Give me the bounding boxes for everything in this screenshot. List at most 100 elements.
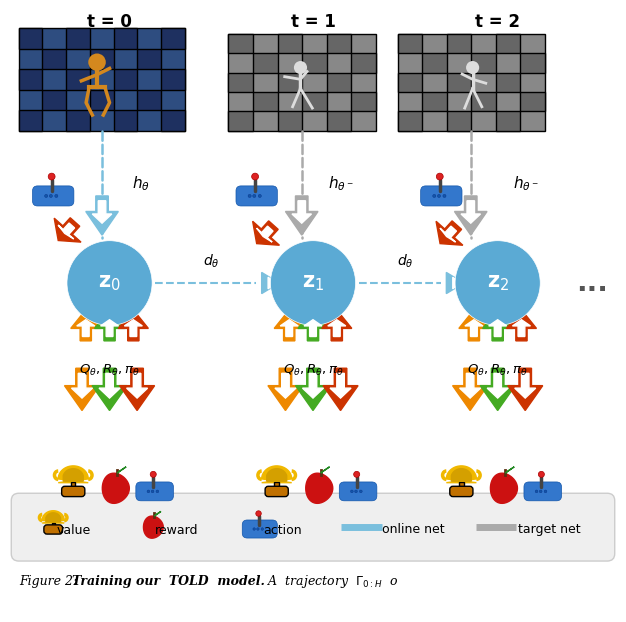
Circle shape xyxy=(438,194,441,197)
FancyBboxPatch shape xyxy=(71,482,76,489)
Circle shape xyxy=(48,173,55,180)
Polygon shape xyxy=(323,368,358,411)
FancyBboxPatch shape xyxy=(228,34,376,131)
Text: $h_{\theta^-}$: $h_{\theta^-}$ xyxy=(513,174,539,193)
Polygon shape xyxy=(262,466,292,483)
Text: $\mathbf{z}_1$: $\mathbf{z}_1$ xyxy=(302,273,324,293)
Text: t = 1: t = 1 xyxy=(290,13,336,30)
Circle shape xyxy=(253,194,256,197)
Circle shape xyxy=(252,173,259,180)
FancyBboxPatch shape xyxy=(90,90,113,110)
FancyBboxPatch shape xyxy=(228,73,253,92)
Text: $Q_\theta, R_\theta, \pi_\theta$: $Q_\theta, R_\theta, \pi_\theta$ xyxy=(282,363,344,378)
FancyBboxPatch shape xyxy=(524,482,562,501)
FancyBboxPatch shape xyxy=(446,73,471,92)
FancyBboxPatch shape xyxy=(161,110,185,131)
Circle shape xyxy=(455,241,540,325)
FancyBboxPatch shape xyxy=(398,34,422,53)
FancyBboxPatch shape xyxy=(339,482,377,501)
Polygon shape xyxy=(86,196,118,235)
FancyBboxPatch shape xyxy=(113,110,137,131)
Polygon shape xyxy=(330,373,351,398)
Polygon shape xyxy=(446,272,464,294)
Polygon shape xyxy=(446,466,476,483)
FancyBboxPatch shape xyxy=(302,53,327,73)
FancyBboxPatch shape xyxy=(351,53,376,73)
Circle shape xyxy=(354,490,357,493)
Polygon shape xyxy=(58,466,88,483)
Circle shape xyxy=(156,490,159,493)
FancyBboxPatch shape xyxy=(520,53,545,73)
FancyBboxPatch shape xyxy=(496,73,520,92)
Text: t = 2: t = 2 xyxy=(475,13,520,30)
FancyBboxPatch shape xyxy=(161,69,185,90)
FancyBboxPatch shape xyxy=(61,486,85,496)
FancyBboxPatch shape xyxy=(19,28,185,131)
Polygon shape xyxy=(295,368,331,411)
Polygon shape xyxy=(143,516,163,538)
FancyBboxPatch shape xyxy=(19,110,43,131)
Polygon shape xyxy=(71,310,101,341)
Polygon shape xyxy=(120,368,155,411)
FancyBboxPatch shape xyxy=(446,34,471,53)
FancyBboxPatch shape xyxy=(19,69,43,90)
Polygon shape xyxy=(321,466,329,473)
FancyBboxPatch shape xyxy=(137,49,161,69)
Circle shape xyxy=(359,490,362,493)
Circle shape xyxy=(443,194,446,197)
FancyBboxPatch shape xyxy=(253,53,277,73)
Polygon shape xyxy=(268,277,275,289)
Circle shape xyxy=(351,490,353,493)
Circle shape xyxy=(55,194,58,197)
Polygon shape xyxy=(99,373,120,398)
FancyBboxPatch shape xyxy=(136,482,173,501)
Polygon shape xyxy=(101,320,118,337)
Polygon shape xyxy=(71,373,93,398)
Polygon shape xyxy=(454,196,487,235)
FancyBboxPatch shape xyxy=(11,493,615,561)
Text: A  trajectory  $\Gamma_{0:H}$  o: A trajectory $\Gamma_{0:H}$ o xyxy=(260,573,398,590)
FancyBboxPatch shape xyxy=(242,520,277,538)
FancyBboxPatch shape xyxy=(520,92,545,111)
Polygon shape xyxy=(513,320,530,337)
Circle shape xyxy=(466,61,480,74)
FancyBboxPatch shape xyxy=(66,28,90,49)
Polygon shape xyxy=(118,310,148,341)
FancyBboxPatch shape xyxy=(90,49,113,69)
Polygon shape xyxy=(328,320,346,337)
Polygon shape xyxy=(125,320,142,337)
Polygon shape xyxy=(304,320,322,337)
FancyBboxPatch shape xyxy=(161,28,185,49)
Polygon shape xyxy=(487,373,508,398)
FancyBboxPatch shape xyxy=(327,111,351,131)
FancyBboxPatch shape xyxy=(471,92,496,111)
FancyBboxPatch shape xyxy=(274,482,279,489)
FancyBboxPatch shape xyxy=(327,73,351,92)
FancyBboxPatch shape xyxy=(398,34,545,131)
Polygon shape xyxy=(506,310,536,341)
Polygon shape xyxy=(275,373,296,398)
Polygon shape xyxy=(453,277,460,289)
FancyBboxPatch shape xyxy=(265,486,288,496)
Text: online net: online net xyxy=(382,522,444,536)
Polygon shape xyxy=(126,373,148,398)
Polygon shape xyxy=(436,221,463,245)
Polygon shape xyxy=(253,221,279,245)
Text: $Q_\theta, R_\theta, \pi_\theta$: $Q_\theta, R_\theta, \pi_\theta$ xyxy=(79,363,140,378)
Circle shape xyxy=(67,241,152,325)
Polygon shape xyxy=(63,469,83,481)
Polygon shape xyxy=(305,473,333,503)
FancyBboxPatch shape xyxy=(459,482,464,489)
Text: ...: ... xyxy=(576,269,607,297)
Circle shape xyxy=(151,490,154,493)
Circle shape xyxy=(538,471,545,477)
FancyBboxPatch shape xyxy=(51,522,55,528)
Polygon shape xyxy=(92,368,127,411)
Circle shape xyxy=(257,527,259,530)
Polygon shape xyxy=(46,513,61,522)
Circle shape xyxy=(258,194,261,197)
Circle shape xyxy=(436,173,443,180)
FancyBboxPatch shape xyxy=(66,69,90,90)
Polygon shape xyxy=(461,201,481,223)
Circle shape xyxy=(261,527,264,530)
